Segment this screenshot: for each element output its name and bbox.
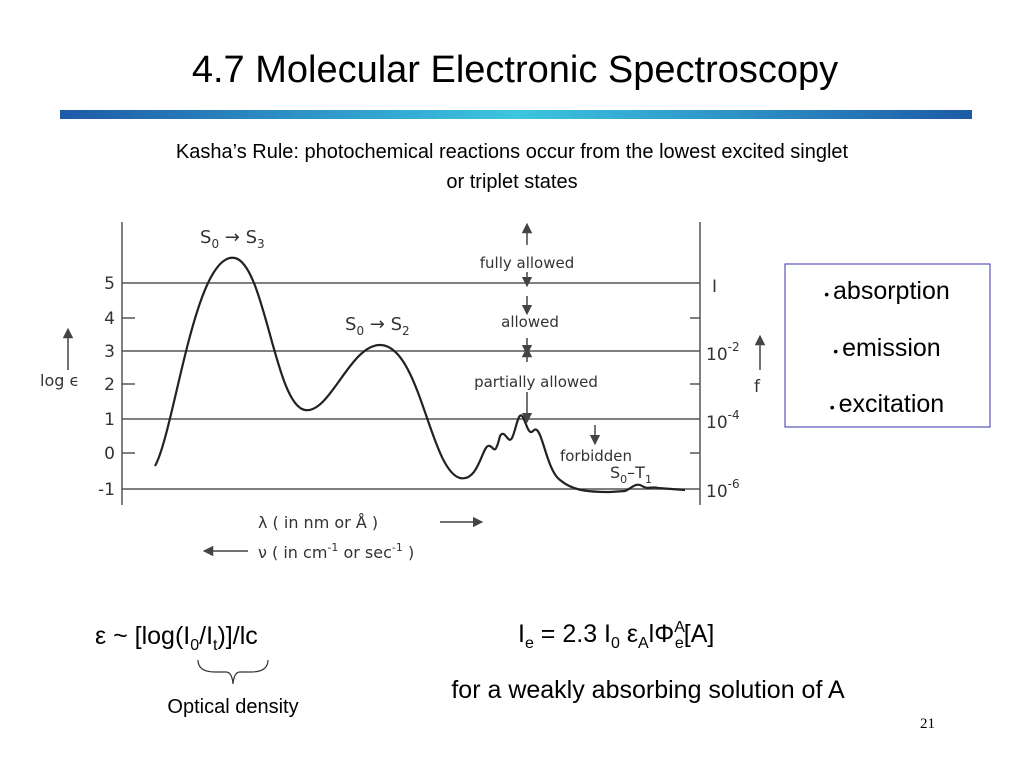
figure: 5 4 3 2 1 0 -1 log ϵ I 10-2 10-4 10-6 f … [40, 222, 766, 562]
tick: 10-6 [706, 477, 740, 502]
page-number: 21 [920, 716, 935, 732]
gridlines [122, 282, 700, 490]
formula-note: for a weakly absorbing solution of A [451, 676, 845, 704]
tick: 5 [104, 274, 115, 294]
subtitle: Kasha’s Rule: photochemical reactions oc… [176, 141, 849, 163]
region-label: allowed [501, 313, 559, 331]
axis-label: f [754, 377, 761, 397]
x-label: ν ( in cm-1 or sec-1 ) [258, 541, 414, 562]
title-rule [60, 110, 972, 119]
tick: 10-2 [706, 340, 740, 365]
tick: 1 [104, 410, 115, 430]
tick: 10-4 [706, 408, 740, 433]
bullet: • emission [833, 334, 940, 362]
formula-note: Optical density [167, 696, 298, 718]
tick: 3 [104, 342, 115, 362]
x-label: λ ( in nm or Å ) [258, 513, 378, 532]
tick: 0 [104, 444, 115, 464]
axis-label: log ϵ [40, 371, 79, 390]
title: 4.7 Molecular Electronic Spectroscopy [192, 49, 838, 91]
transition-label: S0 → S3 [200, 227, 265, 251]
region-label: partially allowed [474, 373, 598, 391]
region-label: forbidden [560, 447, 632, 465]
transition-label: S0 → S2 [345, 314, 410, 338]
bullet: • excitation [830, 390, 944, 418]
subtitle: or triplet states [446, 171, 577, 193]
formula: ε ~ [log(I0/It)]/lc [95, 622, 258, 654]
bullet: • absorption [824, 277, 950, 305]
bullet-box [784, 263, 991, 428]
tick: 4 [104, 309, 115, 329]
region-arrows [521, 222, 601, 446]
tick: 2 [104, 375, 115, 395]
formula: Ie = 2.3 I0 εAlΦA e[A] [518, 619, 714, 652]
tick: -1 [98, 480, 115, 500]
transition-label: S0–T1 [610, 463, 652, 486]
brace [197, 659, 269, 685]
region-label: fully allowed [480, 254, 575, 272]
tick: I [712, 277, 717, 297]
spectrum-curve [154, 256, 686, 494]
